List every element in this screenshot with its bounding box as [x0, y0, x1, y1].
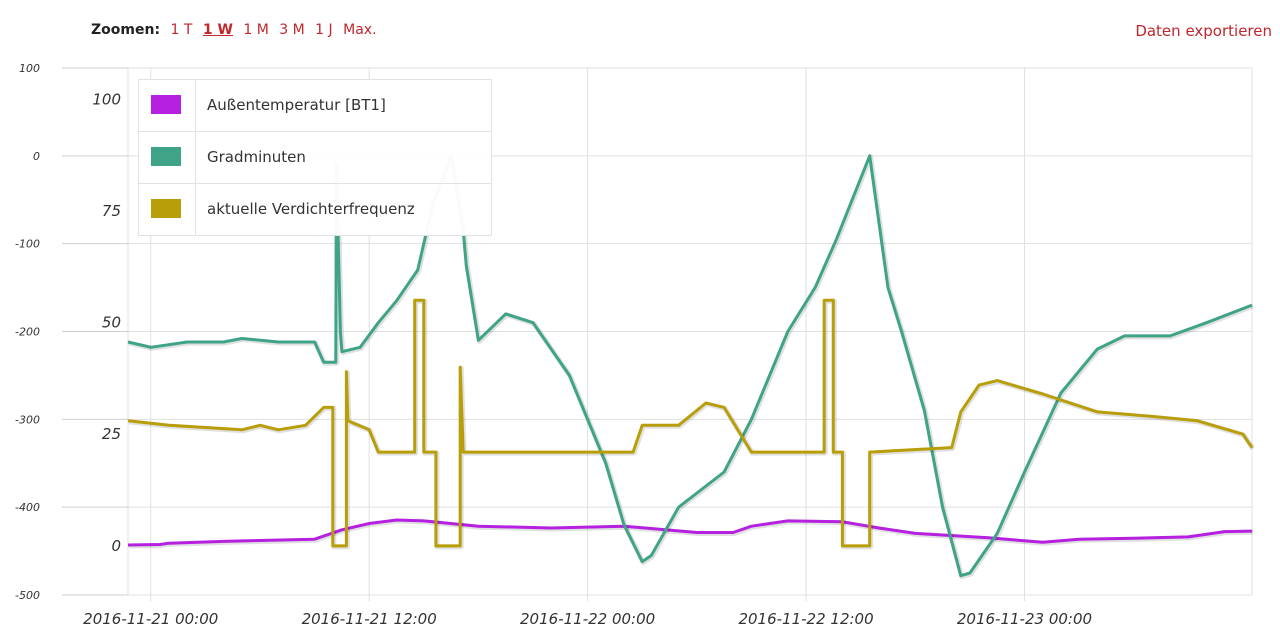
zoom-1-month[interactable]: 1 M [243, 22, 269, 38]
zoom-toolbar: Zoomen: 1 T 1 W 1 M 3 M 1 J Max. [91, 22, 383, 38]
y-left-tick-label: 100 [19, 62, 40, 75]
y-left-tick-label: -100 [15, 238, 40, 251]
legend-swatch [151, 95, 181, 114]
legend-label: Gradminuten [207, 148, 306, 166]
series-compressor-frequency-line-shadow [128, 298, 1256, 550]
legend-item-compressor-frequency[interactable]: aktuelle Verdichterfrequenz [139, 184, 491, 235]
legend-label: aktuelle Verdichterfrequenz [207, 200, 415, 218]
zoom-max[interactable]: Max. [343, 22, 377, 38]
legend-swatch [151, 147, 181, 166]
x-tick-label: 2016-11-22 00:00 [520, 610, 655, 628]
legend-swatch [151, 199, 181, 218]
zoom-1-week[interactable]: 1 W [202, 22, 233, 38]
legend-label: Außentemperatur [BT1] [207, 96, 386, 114]
zoom-label: Zoomen: [91, 22, 161, 38]
x-tick-label: 2016-11-23 00:00 [957, 610, 1092, 628]
y-left-tick-label: -400 [15, 501, 40, 514]
chart-legend: Außentemperatur [BT1] Gradminuten aktuel… [138, 79, 492, 236]
legend-item-degree-minutes[interactable]: Gradminuten [139, 132, 491, 184]
legend-swatch-cell [139, 184, 196, 235]
y-left-tick-label: -300 [15, 413, 40, 426]
y-right-tick-label: 0 [111, 537, 121, 555]
series-degree-minutes-line [127, 154, 1253, 578]
legend-item-outdoor-temperature[interactable]: Außentemperatur [BT1] [139, 80, 491, 132]
y-right-tick-label: 25 [102, 425, 121, 443]
zoom-3-months[interactable]: 3 M [279, 22, 305, 38]
y-right-tick-label: 100 [92, 90, 121, 108]
x-tick-label: 2016-11-22 12:00 [738, 610, 873, 628]
legend-swatch-cell [139, 132, 196, 183]
y-right-tick-label: 50 [102, 314, 121, 332]
zoom-1-year[interactable]: 1 J [315, 22, 333, 38]
x-tick-label: 2016-11-21 12:00 [302, 610, 437, 628]
x-tick-label: 2016-11-21 00:00 [83, 610, 218, 628]
y-left-tick-label: 0 [33, 150, 40, 163]
y-left-tick-label: -500 [15, 589, 40, 602]
series-outdoor-temperature-line [127, 518, 1253, 547]
y-right-tick-label: 75 [102, 202, 121, 220]
export-data-link[interactable]: Daten exportieren [1135, 22, 1272, 40]
y-left-tick-label: -200 [15, 326, 40, 339]
series-compressor-frequency-line [127, 298, 1254, 548]
legend-swatch-cell [139, 80, 196, 131]
zoom-1-day[interactable]: 1 T [170, 22, 193, 38]
